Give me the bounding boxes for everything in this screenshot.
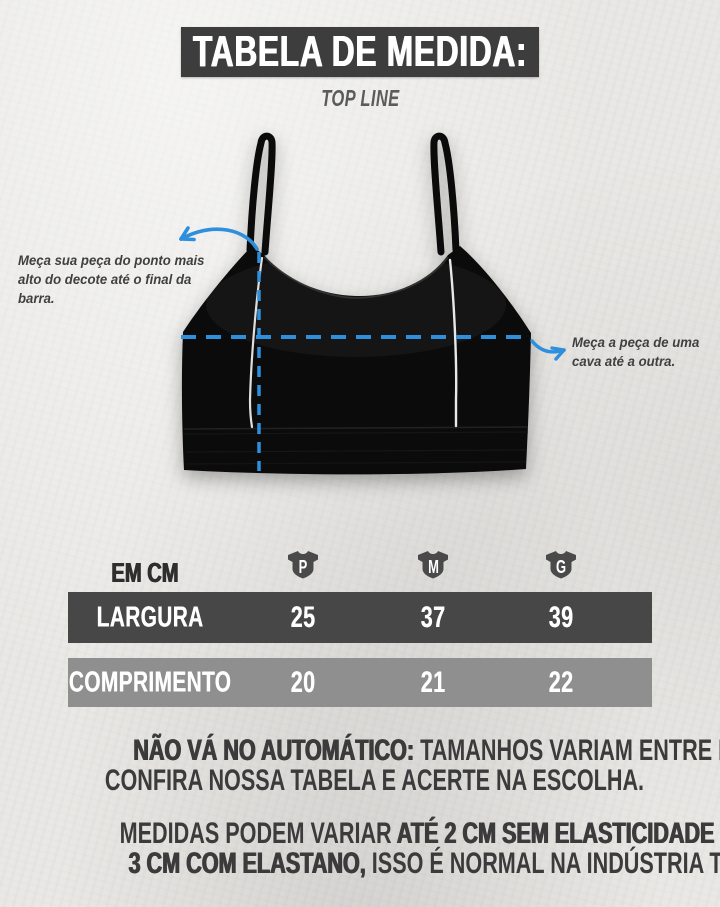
right-drawstring (448, 258, 458, 428)
cell-value: 22 (548, 665, 574, 699)
annotation-left: Meça sua peça do ponto mais alto do deco… (18, 251, 204, 308)
advice-rest-text: TAMANHOS VARIAM ENTRE MARCAS. (420, 734, 720, 767)
advice-strong-text: NÃO VÁ NO AUTOMÁTICO: (133, 734, 415, 767)
table-row-comprimento: COMPRIMENTO 20 21 22 (68, 658, 652, 707)
size-g-jersey-icon: G (545, 550, 577, 580)
neckline-trim (263, 256, 449, 299)
cell-value: 25 (290, 600, 316, 634)
band-seam (183, 431, 529, 435)
disclaimer-strong-text: ATÉ 2 CM SEM ELASTICIDADE E (396, 817, 720, 850)
annotation-left-line: Meça sua peça do ponto mais (18, 252, 205, 268)
right-strap (430, 132, 460, 256)
subtitle-wrap: TOP LINE (181, 85, 539, 112)
annotation-right-line: Meça a peça de uma (572, 334, 700, 350)
curved-arrow-right-icon (530, 339, 566, 361)
disclaimer-line-2: 3 CM COM ELASTANO, ISSO É NORMAL NA INDÚ… (0, 849, 720, 879)
advice-line-2: CONFIRA NOSSA TABELA E ACERTE NA ESCOLHA… (104, 764, 645, 797)
row-label: COMPRIMENTO (68, 666, 232, 698)
disclaimer-line-1: MEDIDAS PODEM VARIAR ATÉ 2 CM SEM ELASTI… (0, 819, 720, 849)
product-subtitle: TOP LINE (320, 85, 400, 111)
advice-note: NÃO VÁ NO AUTOMÁTICO: TAMANHOS VARIAM EN… (0, 736, 720, 796)
garment-body (181, 246, 531, 475)
annotation-left-line: alto do decote até o final da (18, 271, 192, 287)
title-banner: TABELA DE MEDIDA: (181, 27, 539, 77)
table-row-largura: LARGURA 25 37 39 (68, 592, 652, 643)
jersey-badge-shape (418, 551, 448, 579)
annotation-right-line: cava até a outra. (572, 353, 676, 369)
jersey-badge-shape (546, 551, 576, 579)
cell-value: 20 (290, 665, 316, 699)
band-seam (183, 426, 529, 430)
top-garment-image (181, 132, 531, 475)
cell-value: 37 (420, 600, 446, 634)
curved-arrow-left-icon (179, 226, 259, 251)
size-m-jersey-icon: M (417, 550, 449, 580)
band-seam (185, 449, 528, 453)
size-letter-g: G (555, 557, 567, 577)
disclaimer-pre-text: MEDIDAS PODEM VARIAR (119, 817, 397, 850)
unit-label: EM CM (111, 557, 179, 588)
size-letter-p: P (298, 557, 308, 577)
disclaimer-rest-text: ISSO É NORMAL NA INDÚSTRIA TÊXTIL. (371, 847, 720, 880)
cell-value: 39 (548, 600, 574, 634)
left-strap (246, 132, 276, 256)
disclaimer-note: MEDIDAS PODEM VARIAR ATÉ 2 CM SEM ELASTI… (0, 819, 720, 879)
jersey-badge-shape (288, 551, 318, 579)
band-seam (185, 461, 527, 465)
fabric-highlight (206, 253, 506, 357)
size-p-jersey-icon: P (287, 550, 319, 580)
cell-value: 21 (420, 665, 446, 699)
annotation-right: Meça a peça de uma cava até a outra. (572, 333, 699, 371)
disclaimer-strong-text: 3 CM COM ELASTANO, (128, 847, 366, 880)
page-title: TABELA DE MEDIDA: (192, 27, 528, 76)
size-letter-m: M (427, 557, 439, 577)
row-label: LARGURA (96, 601, 204, 633)
advice-line-1: NÃO VÁ NO AUTOMÁTICO: TAMANHOS VARIAM EN… (0, 736, 720, 766)
annotation-left-line: barra. (18, 290, 55, 306)
